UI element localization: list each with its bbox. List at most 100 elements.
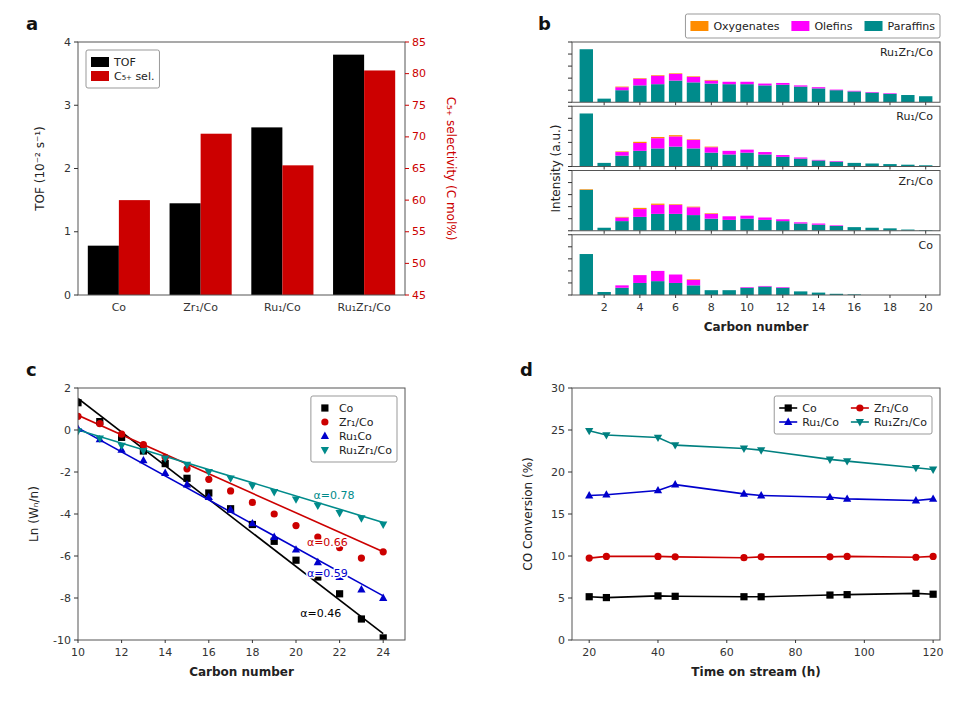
- bar-segment: [687, 279, 700, 281]
- bar-segment: [705, 290, 718, 291]
- tick: [568, 154, 572, 155]
- bar-segment: [651, 138, 664, 148]
- bar-segment: [919, 165, 932, 166]
- bar-segment: [848, 162, 861, 163]
- point: [757, 491, 765, 498]
- point: [314, 503, 322, 510]
- tick-label: 25: [551, 424, 565, 437]
- tick: [568, 170, 572, 171]
- point: [270, 533, 278, 540]
- tick: [383, 640, 384, 643]
- point: [912, 554, 919, 561]
- bar-segment: [669, 147, 682, 167]
- point: [585, 428, 593, 435]
- point: [139, 448, 147, 455]
- bar-segment: [901, 95, 914, 96]
- tick-label: 70: [412, 130, 426, 143]
- bar-segment: [812, 225, 825, 231]
- point: [740, 593, 747, 600]
- bar-segment: [758, 152, 771, 153]
- tick: [675, 295, 676, 298]
- tick-label: 18: [883, 301, 897, 314]
- tick-label: 20: [582, 646, 596, 659]
- point: [758, 553, 765, 560]
- point: [379, 594, 387, 601]
- legend-swatch: [91, 57, 109, 67]
- tick: [747, 231, 748, 234]
- point: [292, 496, 300, 503]
- point: [96, 435, 104, 442]
- bar: [119, 200, 150, 295]
- tick-label: 6: [672, 301, 679, 314]
- bar: [201, 134, 232, 295]
- point: [248, 483, 256, 490]
- point: [380, 548, 387, 555]
- bar-segment: [633, 275, 646, 283]
- bar-segment: [919, 96, 932, 102]
- bar-segment: [830, 89, 843, 91]
- point: [358, 615, 365, 622]
- point: [930, 591, 937, 598]
- tick: [889, 102, 890, 105]
- point: [78, 399, 82, 406]
- bar-segment: [687, 82, 700, 102]
- legend-label: Paraffins: [888, 20, 936, 33]
- line: [589, 431, 933, 470]
- tick: [568, 66, 572, 67]
- tick: [818, 231, 819, 234]
- annotation: α=0.78: [313, 489, 354, 502]
- legend: CoZr₁/CoRu₁/CoRu₁Zr₁/Co: [774, 396, 932, 434]
- tick-label: 80: [412, 67, 426, 80]
- tick-label: 15: [551, 508, 565, 521]
- bar-segment: [865, 227, 878, 228]
- tick: [568, 472, 572, 473]
- legend-label: Ru₁Zr₁/Co: [339, 444, 392, 457]
- panel-title: d: [520, 359, 533, 380]
- bar-segment: [919, 96, 932, 97]
- tick-label: 85: [412, 36, 426, 49]
- axis-label: C₅₊ selectivity (C mol%): [444, 97, 458, 241]
- tick: [74, 640, 78, 641]
- tick: [639, 295, 640, 298]
- bar-segment: [794, 222, 807, 223]
- tick: [925, 231, 926, 234]
- tick: [121, 640, 122, 643]
- tick: [795, 640, 796, 643]
- legend-box: [86, 50, 159, 88]
- plot-area: [78, 399, 387, 641]
- point: [78, 413, 82, 420]
- point: [602, 490, 610, 497]
- legend-marker: [856, 404, 863, 411]
- bar-segment: [776, 219, 789, 220]
- bar-segment: [830, 89, 843, 90]
- background: [0, 0, 973, 716]
- bar-segment: [580, 49, 593, 50]
- tick: [589, 640, 590, 643]
- point: [270, 489, 278, 496]
- tick: [818, 102, 819, 105]
- point: [912, 465, 920, 472]
- tick-label: 0: [558, 634, 565, 647]
- bar-segment: [687, 207, 700, 215]
- tick: [405, 168, 409, 169]
- point: [161, 469, 169, 476]
- tick: [568, 640, 572, 641]
- tick-label: 8: [708, 301, 715, 314]
- bar: [333, 55, 364, 295]
- bar-segment: [597, 98, 610, 99]
- bar-segment: [723, 290, 736, 291]
- panel-title: b: [538, 13, 551, 34]
- bar-segment: [633, 151, 646, 167]
- bar-segment: [597, 291, 610, 292]
- point: [929, 494, 937, 501]
- legend-swatch: [791, 21, 809, 31]
- bar-segment: [848, 91, 861, 102]
- bar-segment: [651, 270, 664, 271]
- bar-segment: [723, 151, 736, 155]
- bar-segment: [580, 113, 593, 114]
- bar-segment: [723, 220, 736, 231]
- bar-segment: [794, 222, 807, 223]
- tick-label: 20: [551, 466, 565, 479]
- point: [139, 456, 147, 463]
- plot-area: [88, 55, 395, 295]
